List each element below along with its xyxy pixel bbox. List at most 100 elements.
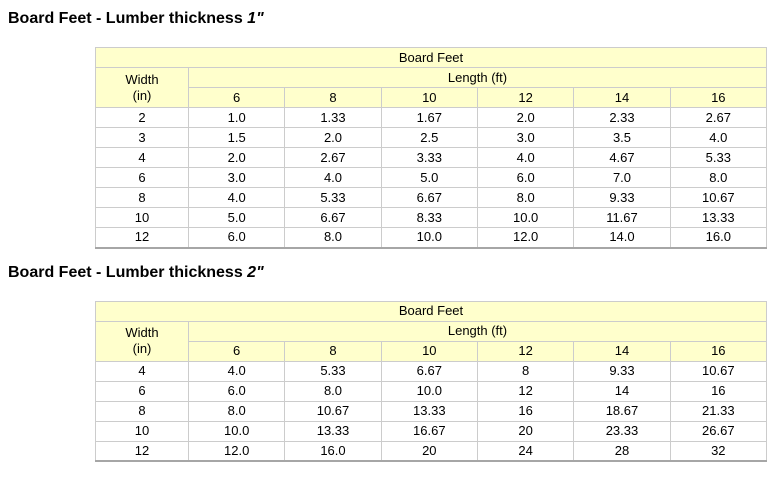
table-title-row: Board Feet <box>95 300 767 322</box>
table-row: 2 1.0 1.33 1.67 2.0 2.33 2.67 <box>95 107 768 128</box>
table-title: Board Feet <box>95 47 767 68</box>
length-col-header: 10 <box>380 87 478 108</box>
board-feet-value-cell: 10.67 <box>669 187 768 208</box>
length-values-row: 6 8 10 12 14 16 <box>96 87 768 108</box>
table-group-header-row: Width (in) Length (ft) <box>95 320 767 362</box>
table-row: 10 5.0 6.67 8.33 10.0 11.67 13.33 <box>95 207 768 228</box>
length-col-header: 16 <box>669 87 768 108</box>
board-feet-table-2: Board Feet Width (in) Length (ft) 6 8 10… <box>95 300 768 462</box>
board-feet-value-cell: 10.67 <box>284 400 382 422</box>
length-col-header: 6 <box>187 87 286 108</box>
board-feet-value-cell: 6.0 <box>187 227 286 248</box>
board-feet-value-cell: 14.0 <box>573 227 671 248</box>
board-feet-value-cell: 18.67 <box>573 400 671 422</box>
board-feet-value-cell: 4.67 <box>573 147 671 168</box>
board-feet-value-cell: 13.33 <box>380 400 478 422</box>
board-feet-value-cell: 20 <box>476 420 575 442</box>
board-feet-value-cell: 6.0 <box>187 380 286 402</box>
board-feet-value-cell: 6.0 <box>476 167 575 188</box>
board-feet-value-cell: 23.33 <box>573 420 671 442</box>
board-feet-value-cell: 16.67 <box>380 420 478 442</box>
board-feet-value-cell: 9.33 <box>573 187 671 208</box>
table-row: 6 3.0 4.0 5.0 6.0 7.0 8.0 <box>95 167 768 188</box>
width-cell: 12 <box>95 440 189 462</box>
board-feet-value-cell: 8.0 <box>284 380 382 402</box>
width-cell: 6 <box>95 167 189 188</box>
table-row: 8 8.0 10.67 13.33 16 18.67 21.33 <box>95 400 768 422</box>
table-row: 6 6.0 8.0 10.0 12 14 16 <box>95 380 768 402</box>
table-title-row: Board Feet <box>95 47 767 68</box>
length-col-header: 16 <box>669 340 768 362</box>
board-feet-value-cell: 16.0 <box>669 227 768 248</box>
board-feet-value-cell: 3.5 <box>573 127 671 148</box>
length-col-header: 8 <box>284 340 382 362</box>
board-feet-value-cell: 6.67 <box>284 207 382 228</box>
width-cell: 3 <box>95 127 189 148</box>
width-header: Width (in) <box>95 320 189 362</box>
board-feet-value-cell: 5.33 <box>284 360 382 382</box>
width-cell: 10 <box>95 207 189 228</box>
board-feet-value-cell: 7.0 <box>573 167 671 188</box>
board-feet-value-cell: 10.0 <box>380 227 478 248</box>
board-feet-value-cell: 16.0 <box>284 440 382 462</box>
board-feet-value-cell: 2.67 <box>284 147 382 168</box>
length-col-header: 14 <box>573 87 671 108</box>
length-col-header: 8 <box>284 87 382 108</box>
board-feet-value-cell: 3.0 <box>476 127 575 148</box>
length-col-header: 14 <box>573 340 671 362</box>
board-feet-value-cell: 6.67 <box>380 187 478 208</box>
width-cell: 6 <box>95 380 189 402</box>
board-feet-value-cell: 5.0 <box>187 207 286 228</box>
board-feet-value-cell: 12 <box>476 380 575 402</box>
heading-thickness-value: 2" <box>247 263 264 281</box>
table-row: 4 2.0 2.67 3.33 4.0 4.67 5.33 <box>95 147 768 168</box>
board-feet-value-cell: 32 <box>669 440 768 462</box>
board-feet-value-cell: 8.0 <box>187 400 286 422</box>
board-feet-value-cell: 24 <box>476 440 575 462</box>
board-feet-value-cell: 2.0 <box>476 107 575 128</box>
board-feet-value-cell: 10.67 <box>669 360 768 382</box>
board-feet-value-cell: 10.0 <box>476 207 575 228</box>
length-header: Length (ft) <box>188 67 767 88</box>
length-header: Length (ft) <box>188 320 767 342</box>
width-cell: 12 <box>95 227 189 248</box>
board-feet-value-cell: 8.0 <box>669 167 768 188</box>
board-feet-value-cell: 20 <box>380 440 478 462</box>
board-feet-value-cell: 11.67 <box>573 207 671 228</box>
table-2-header: Board Feet Width (in) Length (ft) 6 8 10… <box>95 300 768 362</box>
board-feet-value-cell: 3.0 <box>187 167 286 188</box>
board-feet-value-cell: 1.67 <box>380 107 478 128</box>
board-feet-value-cell: 2.0 <box>187 147 286 168</box>
board-feet-value-cell: 8.33 <box>380 207 478 228</box>
board-feet-value-cell: 5.0 <box>380 167 478 188</box>
board-feet-value-cell: 13.33 <box>669 207 768 228</box>
table-row: 4 4.0 5.33 6.67 8 9.33 10.67 <box>95 360 768 382</box>
table-row: 12 12.0 16.0 20 24 28 32 <box>95 440 768 462</box>
table-row: 12 6.0 8.0 10.0 12.0 14.0 16.0 <box>95 227 768 248</box>
board-feet-value-cell: 12.0 <box>187 440 286 462</box>
board-feet-value-cell: 21.33 <box>669 400 768 422</box>
table-row: 10 10.0 13.33 16.67 20 23.33 26.67 <box>95 420 768 442</box>
width-header-unit: (in) <box>132 87 152 103</box>
width-header-label: Width <box>125 71 159 87</box>
board-feet-value-cell: 4.0 <box>187 360 286 382</box>
board-feet-value-cell: 16 <box>476 400 575 422</box>
heading-text: Board Feet - Lumber thickness <box>8 263 248 281</box>
board-feet-value-cell: 8 <box>476 360 575 382</box>
board-feet-value-cell: 2.5 <box>380 127 478 148</box>
board-feet-value-cell: 5.33 <box>284 187 382 208</box>
board-feet-value-cell: 2.0 <box>284 127 382 148</box>
width-cell: 8 <box>95 400 189 422</box>
board-feet-value-cell: 28 <box>573 440 671 462</box>
board-feet-value-cell: 14 <box>573 380 671 402</box>
board-feet-value-cell: 8.0 <box>476 187 575 208</box>
board-feet-value-cell: 10.0 <box>187 420 286 442</box>
board-feet-value-cell: 2.33 <box>573 107 671 128</box>
board-feet-value-cell: 2.67 <box>669 107 768 128</box>
width-cell: 8 <box>95 187 189 208</box>
width-cell: 2 <box>95 107 189 128</box>
board-feet-value-cell: 13.33 <box>284 420 382 442</box>
board-feet-value-cell: 4.0 <box>187 187 286 208</box>
length-col-header: 12 <box>476 87 575 108</box>
heading-text: Board Feet - Lumber thickness <box>8 10 248 27</box>
